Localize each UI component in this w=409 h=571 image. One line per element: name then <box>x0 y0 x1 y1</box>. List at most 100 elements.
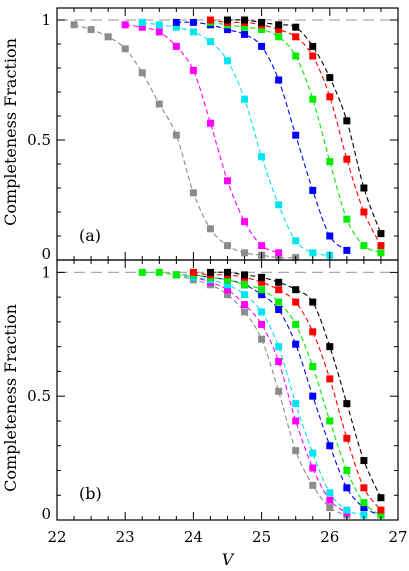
panel-b-data-point <box>224 286 231 294</box>
panel-b-data-point <box>292 298 300 306</box>
panel-a-data-point <box>275 249 283 257</box>
panel-b-data-point <box>326 442 334 450</box>
panel-a-data-point <box>258 242 266 250</box>
panel-b-data-point <box>275 298 283 306</box>
panel-b-data-point <box>206 268 214 276</box>
panel-b-data-point <box>326 496 334 504</box>
panel-b-data-point <box>360 484 368 492</box>
panel-a-data-point <box>326 74 334 82</box>
panel-a-data-point <box>138 69 146 77</box>
panel-b-data-point <box>326 375 334 383</box>
panel-b-data-point <box>309 464 317 472</box>
panel-a-data-point <box>309 95 317 103</box>
x-axis-title: V <box>222 550 235 569</box>
panel-b-data-point <box>343 506 351 514</box>
panel-b-data-point <box>343 484 351 492</box>
panel-a-data-point <box>172 42 180 50</box>
panel-b-data-point <box>292 447 300 455</box>
panel-a-fit-curve <box>227 19 382 234</box>
panel-a-data-point <box>121 21 129 29</box>
panel-a-data-point <box>224 16 231 24</box>
panel-a-data-point <box>275 33 283 41</box>
panel-b-data-point <box>258 335 266 343</box>
panel-a-data-point <box>241 30 249 38</box>
panel-b-data-point <box>241 291 249 299</box>
panel-b-data-point <box>343 466 351 474</box>
panel-b-data-point <box>258 291 266 299</box>
panel-b-data-point <box>172 271 180 279</box>
x-tick-label: 25 <box>252 528 271 546</box>
panel-b-data-point <box>309 328 317 336</box>
panel-a-data-point <box>206 119 214 127</box>
panel-b-data-point <box>292 417 300 425</box>
panel-b-data-point <box>343 434 351 442</box>
panel-b-data-point <box>241 271 249 279</box>
panel-a-data-point <box>292 52 300 60</box>
panel-a-data-point <box>326 232 334 240</box>
panel-a-data-point <box>70 21 78 29</box>
panel-b-data-point <box>155 268 163 276</box>
panel-a-data-point <box>206 38 214 46</box>
panel-a-data-point <box>138 18 146 26</box>
panel-b-data-point <box>275 343 283 351</box>
panel-b-data-point <box>343 400 351 408</box>
panel-a-data-point <box>206 225 214 233</box>
panel-a-data-point <box>326 93 334 101</box>
panel-a-data-point <box>241 249 249 257</box>
panel-b-fit-curve <box>176 274 348 516</box>
panel-a-data-point <box>155 21 163 29</box>
panel-a-data-point <box>343 246 351 254</box>
panel-b-data-point <box>309 449 317 457</box>
panel-a-data-point <box>206 16 214 24</box>
panel-b-data-point <box>275 387 283 395</box>
panel-b-data-points <box>138 268 385 519</box>
panel-a-data-point <box>172 23 180 31</box>
panel-b-y-axis-title: Completeness Fraction <box>1 304 20 492</box>
panel-a-data-point <box>292 23 300 31</box>
panel-b-data-point <box>275 278 283 286</box>
panel-a-data-point <box>377 249 385 257</box>
panel-a-ticks <box>56 8 399 261</box>
panel-b-data-point <box>326 343 334 351</box>
panel-b-data-point <box>275 286 283 294</box>
panel-a-y-axis-title: Completeness Fraction <box>1 38 20 226</box>
panel-b: 0 0.5 1 Completeness Fraction (b) <box>1 259 399 523</box>
panel-b-data-point <box>360 504 368 512</box>
panel-a-data-point <box>189 66 197 74</box>
panel-b-data-point <box>326 417 334 425</box>
x-tick-label: 26 <box>320 528 339 546</box>
panel-b-data-point <box>309 298 317 306</box>
panel-a-data-point <box>189 18 197 26</box>
panel-a-y-tick-label: 0 <box>41 245 51 263</box>
panel-a-data-point <box>258 26 266 34</box>
panel-a-data-point <box>172 18 180 26</box>
panel-b-y-tick-label: 0.5 <box>27 387 51 405</box>
panel-b-data-point <box>138 268 146 276</box>
panel-a-data-point <box>224 26 231 34</box>
panel-a-data-point <box>172 131 180 139</box>
panel-a-data-point <box>258 18 266 26</box>
panel-b-data-point <box>258 278 266 286</box>
panel-b-data-point <box>309 481 317 489</box>
panel-b-data-point <box>224 268 231 276</box>
panel-b-data-point <box>275 358 283 366</box>
panel-b-data-point <box>309 392 317 400</box>
panel-b-data-point <box>224 276 231 284</box>
panel-a-data-point <box>326 158 334 166</box>
x-tick-label: 24 <box>184 528 203 546</box>
panel-b-data-point <box>292 340 300 348</box>
panel-a-data-point <box>189 28 197 36</box>
panel-a-y-tick-label: 1 <box>41 11 51 29</box>
panel-b-data-point <box>377 511 385 519</box>
panel-b-data-point <box>189 268 197 276</box>
panel-a-data-point <box>275 21 283 29</box>
panel-b-data-point <box>309 362 317 370</box>
panel-a-data-point <box>155 100 163 108</box>
panel-a-data-point <box>189 189 197 197</box>
panel-b-data-point <box>275 306 283 314</box>
panel-a-data-point <box>292 131 300 139</box>
panel-b-data-point <box>241 281 249 289</box>
panel-a: 0 0.5 1 Completeness Fraction (a) <box>1 7 399 263</box>
panel-a-data-point <box>275 76 283 84</box>
